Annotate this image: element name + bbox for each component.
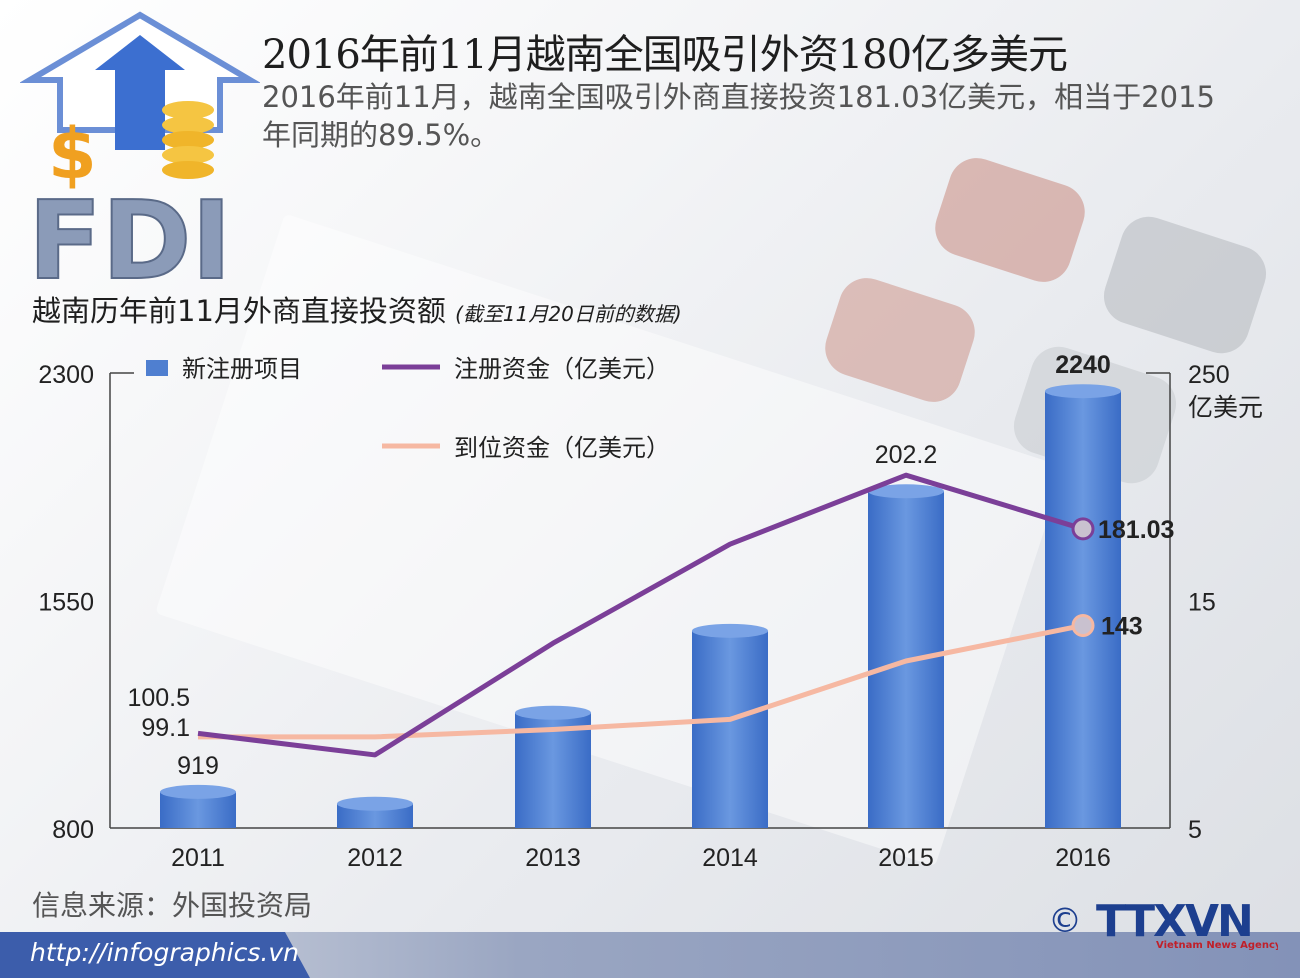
bar-top-2015: [868, 484, 944, 499]
line-series-1-endpoint: [1071, 517, 1095, 541]
legend-bar-label: 新注册项目: [182, 355, 302, 383]
svg-text:Vietnam News Agency: Vietnam News Agency: [1156, 940, 1278, 951]
line2-label-2011: 99.1: [141, 714, 190, 742]
line1-label-2011: 100.5: [127, 684, 190, 712]
line-series-1: [197, 472, 1084, 758]
right-axis-tick-label: 15: [1188, 589, 1216, 617]
svg-text:FDI: FDI: [28, 179, 232, 290]
x-axis-tick-label: 2015: [878, 844, 934, 872]
bar-2014: [692, 630, 768, 828]
page-description: 2016年前11月，越南全国吸引外商直接投资181.03亿美元，相当于2015年…: [262, 80, 1215, 152]
bar-2016: [1045, 391, 1121, 828]
line-series-2: [198, 623, 1084, 740]
footer-url-link[interactable]: http://infographics.vn: [30, 938, 299, 967]
bar-value-label: 919: [177, 752, 219, 780]
left-axis-tick-label: 1550: [38, 589, 94, 617]
line1-label-2016: 181.03: [1098, 516, 1174, 544]
x-axis-tick-label: 2012: [347, 844, 403, 872]
line2-label-2016: 143: [1101, 612, 1143, 640]
bar-top-2012: [337, 796, 413, 811]
chart-heading-note: (截至11月20日前的数据): [455, 302, 682, 326]
right-axis-tick-label: 250: [1188, 361, 1230, 389]
bar-top-2011: [160, 784, 236, 799]
left-axis-tick-label: 800: [52, 816, 94, 844]
x-axis-tick-label: 2014: [702, 844, 758, 872]
fdi-logo-icon: $ FDI: [20, 11, 260, 290]
source-note: 信息来源：外国投资局: [32, 889, 313, 922]
x-axis-tick-label: 2011: [171, 844, 225, 872]
svg-text:TTXVN: TTXVN: [1096, 896, 1252, 947]
line1-label-2015: 202.2: [875, 441, 938, 469]
footer-tab: [0, 932, 310, 978]
chart-heading: 越南历年前11月外商直接投资额 (截至11月20日前的数据): [32, 288, 682, 330]
right-axis-tick-label: 5: [1188, 816, 1202, 844]
page-title: 2016年前11月越南全国吸引外资180亿多美元: [262, 32, 1068, 78]
bar-value-label: 2240: [1055, 351, 1111, 379]
legend-bar-swatch: [146, 360, 168, 376]
ttxvn-logo-icon: © TTXVN Vietnam News Agency: [1048, 896, 1278, 951]
bar-top-2016: [1045, 384, 1121, 399]
svg-text:©: ©: [1048, 901, 1082, 941]
right-axis-unit-label: 亿美元: [1188, 393, 1263, 422]
line-series-2-endpoint: [1071, 613, 1095, 637]
svg-text:$: $: [48, 113, 97, 195]
bar-top-2014: [692, 623, 768, 638]
bar-top-2013: [515, 705, 591, 720]
legend-line2-label: 到位资金（亿美元）: [454, 434, 670, 462]
chart-heading-title: 越南历年前11月外商直接投资额: [32, 294, 446, 328]
left-axis-tick-label: 2300: [38, 361, 94, 389]
legend-line1-label: 注册资金（亿美元）: [454, 355, 670, 383]
x-axis-tick-label: 2013: [525, 844, 581, 872]
x-axis-tick-label: 2016: [1055, 844, 1111, 872]
